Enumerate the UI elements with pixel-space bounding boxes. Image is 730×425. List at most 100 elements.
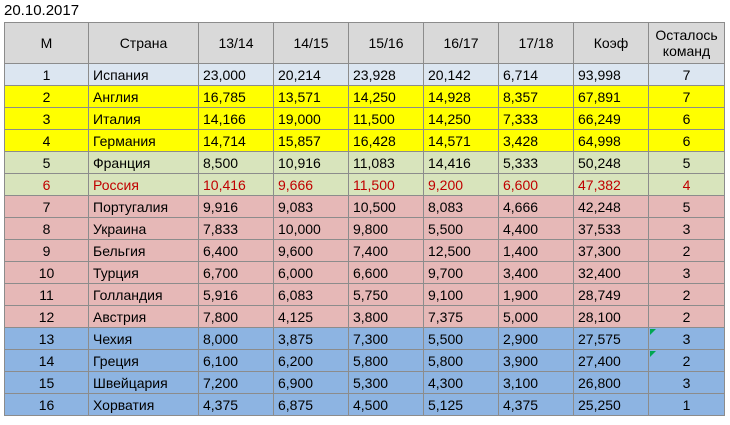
cell-rank: 6 — [4, 173, 89, 196]
cell-teams-left: 3 — [648, 327, 725, 350]
cell-season-1415: 6,083 — [273, 283, 349, 306]
cell-season-1617: 14,250 — [423, 107, 499, 130]
header-country: Страна — [88, 22, 199, 64]
cell-season-1718: 1,900 — [498, 283, 574, 306]
cell-teams-left: 6 — [648, 129, 725, 152]
cell-season-1314: 14,166 — [198, 107, 274, 130]
cell-country: Франция — [88, 151, 199, 174]
cell-season-1617: 14,571 — [423, 129, 499, 152]
comment-marker — [649, 350, 656, 357]
cell-country: Италия — [88, 107, 199, 130]
cell-season-1516: 4,500 — [348, 393, 424, 416]
cell-rank: 3 — [4, 107, 89, 130]
cell-country: Португалия — [88, 195, 199, 218]
cell-season-1314: 8,000 — [198, 327, 274, 350]
cell-season-1516: 5,300 — [348, 371, 424, 394]
cell-season-1516: 7,300 — [348, 327, 424, 350]
cell-season-1617: 12,500 — [423, 239, 499, 262]
cell-coef: 47,382 — [573, 173, 649, 196]
cell-season-1718: 7,333 — [498, 107, 574, 130]
cell-teams-left: 3 — [648, 261, 725, 284]
cell-season-1617: 4,300 — [423, 371, 499, 394]
cell-rank: 15 — [4, 371, 89, 394]
cell-rank: 11 — [4, 283, 89, 306]
cell-country: Швейцария — [88, 371, 199, 394]
cell-season-1314: 8,500 — [198, 151, 274, 174]
cell-country: Турция — [88, 261, 199, 284]
cell-coef: 32,400 — [573, 261, 649, 284]
cell-season-1617: 9,100 — [423, 283, 499, 306]
cell-rank: 8 — [4, 217, 89, 240]
cell-rank: 10 — [4, 261, 89, 284]
cell-season-1415: 6,200 — [273, 349, 349, 372]
cell-season-1415: 13,571 — [273, 85, 349, 108]
table-row: 8 Украина 7,833 10,000 9,800 5,500 4,400 37,533… — [4, 217, 725, 240]
cell-season-1415: 9,666 — [273, 173, 349, 196]
header-coef: Коэф — [573, 22, 649, 64]
cell-teams-left: 5 — [648, 195, 725, 218]
cell-season-1617: 5,800 — [423, 349, 499, 372]
cell-season-1314: 14,714 — [198, 129, 274, 152]
cell-country: Германия — [88, 129, 199, 152]
cell-season-1617: 7,375 — [423, 305, 499, 328]
cell-coef: 42,248 — [573, 195, 649, 218]
header-teams-left: Осталось команд — [648, 22, 725, 64]
cell-season-1314: 9,916 — [198, 195, 274, 218]
cell-rank: 1 — [4, 63, 89, 86]
table-row: 2 Англия 16,785 13,571 14,250 14,928 8,357 67,8… — [4, 85, 725, 108]
cell-season-1718: 6,600 — [498, 173, 574, 196]
cell-season-1516: 10,500 — [348, 195, 424, 218]
cell-season-1718: 4,400 — [498, 217, 574, 240]
cell-season-1314: 6,700 — [198, 261, 274, 284]
cell-season-1718: 4,666 — [498, 195, 574, 218]
cell-teams-left: 2 — [648, 305, 725, 328]
cell-season-1617: 5,500 — [423, 217, 499, 240]
cell-country: Россия — [88, 173, 199, 196]
cell-season-1415: 9,600 — [273, 239, 349, 262]
cell-rank: 2 — [4, 85, 89, 108]
cell-teams-left: 7 — [648, 85, 725, 108]
cell-teams-left: 3 — [648, 371, 725, 394]
table-row: 7 Португалия 9,916 9,083 10,500 8,083 4,666 42,… — [4, 195, 725, 218]
cell-coef: 67,891 — [573, 85, 649, 108]
cell-season-1415: 20,214 — [273, 63, 349, 86]
cell-season-1718: 6,714 — [498, 63, 574, 86]
cell-season-1617: 8,083 — [423, 195, 499, 218]
cell-season-1516: 3,800 — [348, 305, 424, 328]
cell-season-1314: 23,000 — [198, 63, 274, 86]
cell-rank: 5 — [4, 151, 89, 174]
table-row: 4 Германия 14,714 15,857 16,428 14,571 3,428 64… — [4, 129, 725, 152]
cell-teams-left: 4 — [648, 173, 725, 196]
cell-season-1415: 10,916 — [273, 151, 349, 174]
cell-season-1415: 10,000 — [273, 217, 349, 240]
cell-coef: 25,250 — [573, 393, 649, 416]
cell-coef: 27,575 — [573, 327, 649, 350]
cell-season-1718: 3,100 — [498, 371, 574, 394]
cell-season-1718: 8,357 — [498, 85, 574, 108]
cell-season-1314: 7,200 — [198, 371, 274, 394]
table-row: 14 Греция 6,100 6,200 5,800 5,800 3,900 27,400 2 — [4, 349, 725, 372]
cell-teams-left: 1 — [648, 393, 725, 416]
cell-season-1314: 10,416 — [198, 173, 274, 196]
cell-country: Бельгия — [88, 239, 199, 262]
cell-coef: 93,998 — [573, 63, 649, 86]
table-row: 13 Чехия 8,000 3,875 7,300 5,500 2,900 27,575 3 — [4, 327, 725, 350]
table-row: 1 Испания 23,000 20,214 23,928 20,142 6,714 93,… — [4, 63, 725, 86]
cell-season-1415: 6,875 — [273, 393, 349, 416]
cell-season-1415: 6,000 — [273, 261, 349, 284]
cell-season-1415: 4,125 — [273, 305, 349, 328]
table-row: 12 Австрия 7,800 4,125 3,800 7,375 5,000 28,100… — [4, 305, 725, 328]
table-row: 11 Голландия 5,916 6,083 5,750 9,100 1,900 28,7… — [4, 283, 725, 306]
cell-season-1516: 16,428 — [348, 129, 424, 152]
cell-season-1516: 11,500 — [348, 107, 424, 130]
table-row: 16 Хорватия 4,375 6,875 4,500 5,125 4,375 25,25… — [4, 393, 725, 416]
cell-season-1415: 3,875 — [273, 327, 349, 350]
cell-season-1516: 6,600 — [348, 261, 424, 284]
cell-season-1516: 14,250 — [348, 85, 424, 108]
header-season-1718: 17/18 — [498, 22, 574, 64]
cell-season-1617: 14,928 — [423, 85, 499, 108]
cell-country: Чехия — [88, 327, 199, 350]
cell-season-1516: 7,400 — [348, 239, 424, 262]
cell-season-1314: 16,785 — [198, 85, 274, 108]
table-row: 9 Бельгия 6,400 9,600 7,400 12,500 1,400 37,300… — [4, 239, 725, 262]
